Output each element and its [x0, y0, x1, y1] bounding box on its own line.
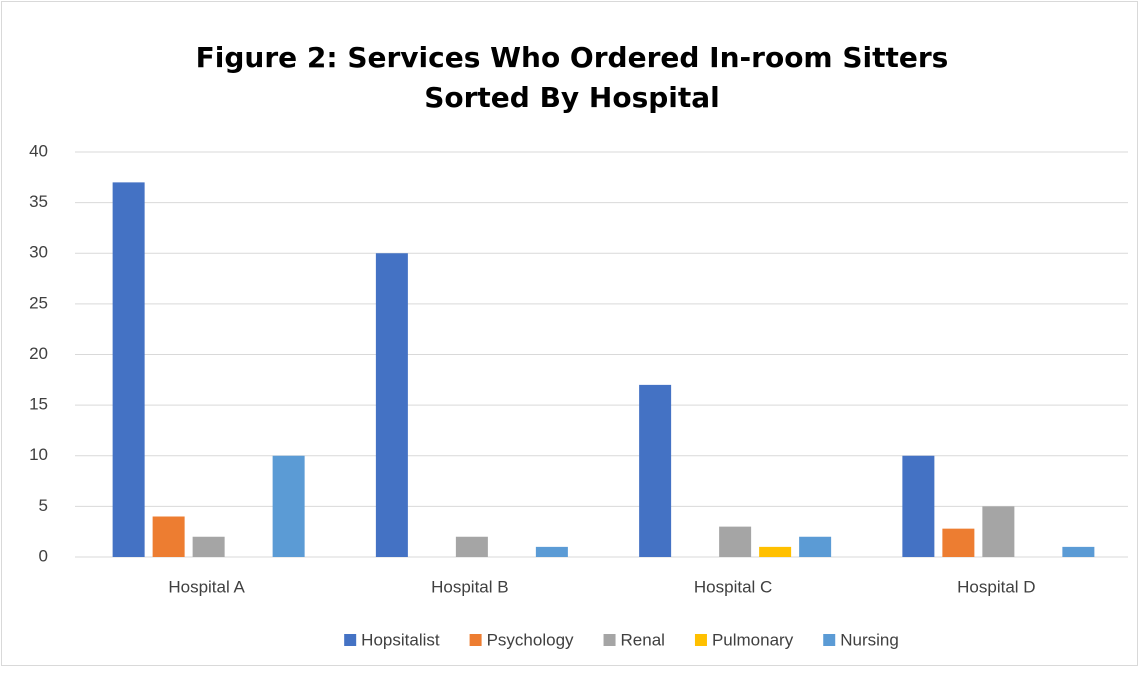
x-tick-label: Hospital A: [168, 577, 245, 596]
legend-label: Nursing: [840, 630, 899, 649]
legend-swatch: [694, 634, 707, 646]
x-tick-label: Hospital C: [694, 577, 772, 596]
x-tick-label: Hospital B: [431, 577, 508, 596]
x-tick-label: Hospital D: [957, 577, 1035, 596]
legend-label: Hopsitalist: [361, 630, 440, 649]
bar: [942, 528, 975, 557]
y-tick-label: 30: [29, 243, 48, 262]
y-tick-label: 20: [29, 344, 48, 363]
legend-label: Renal: [621, 630, 665, 649]
y-tick-label: 40: [29, 141, 48, 160]
bar: [1062, 546, 1095, 557]
bar: [719, 526, 752, 557]
legend-label: Pulmonary: [712, 630, 794, 649]
bar: [982, 506, 1015, 557]
y-tick-label: 10: [29, 445, 48, 464]
bar: [375, 253, 408, 557]
bar: [152, 516, 185, 557]
bar: [639, 384, 672, 557]
y-tick-label: 35: [29, 192, 48, 211]
legend-swatch: [603, 634, 616, 646]
legend-swatch: [823, 634, 836, 646]
bar: [799, 536, 832, 557]
y-tick-label: 0: [39, 546, 48, 565]
chart-title: Figure 2: Services Who Ordered In-room S…: [195, 41, 949, 114]
y-tick-label: 25: [29, 293, 48, 312]
bar: [535, 546, 568, 557]
bar: [272, 455, 305, 557]
legend-swatch: [469, 634, 482, 646]
legend-label: Psychology: [487, 630, 574, 649]
y-tick-label: 5: [39, 496, 48, 515]
y-tick-label: 15: [29, 395, 48, 414]
bar: [455, 536, 488, 557]
bar: [759, 546, 792, 557]
bar: [902, 455, 935, 557]
bar: [112, 182, 145, 557]
bar: [192, 536, 225, 557]
legend-swatch: [344, 634, 357, 646]
